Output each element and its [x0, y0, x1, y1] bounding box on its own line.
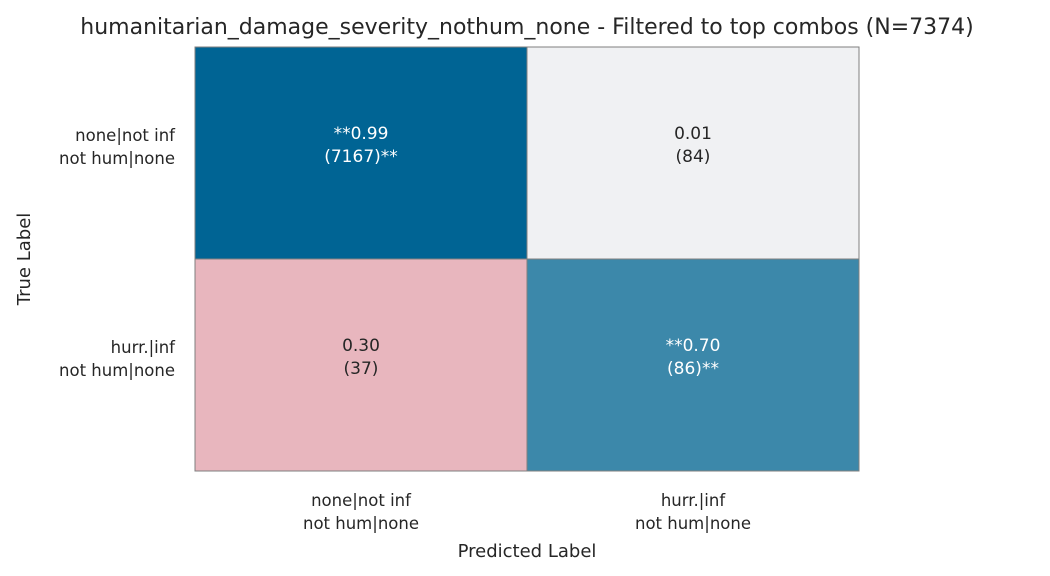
cell-count-label: (37): [344, 359, 379, 379]
cell-count-label: (7167)**: [324, 147, 398, 167]
y-tick-label: hurr.|inf: [111, 338, 177, 357]
cell-value-label: 0.01: [674, 124, 712, 144]
x-tick-label: not hum|none: [303, 514, 419, 533]
cell-value-label: 0.30: [342, 336, 380, 356]
cell-value-label: **0.99: [334, 124, 389, 144]
y-tick-labels: none|not inf not hum|none hurr.|inf not hum…: [59, 126, 176, 380]
y-axis-label: True Label: [14, 213, 35, 307]
x-tick-label: none|not inf: [311, 491, 412, 510]
y-tick-label: not hum|none: [59, 361, 175, 380]
heatmap-cell: [194, 258, 528, 472]
cell-count-label: (86)**: [667, 359, 719, 379]
x-tick-label: not hum|none: [635, 514, 751, 533]
y-tick-label: none|not inf: [75, 126, 176, 145]
y-tick-label: not hum|none: [59, 149, 175, 168]
chart-title: humanitarian_damage_severity_nothum_none…: [80, 15, 973, 40]
x-tick-label: hurr.|inf: [661, 491, 727, 510]
cell-value-label: **0.70: [666, 336, 721, 356]
heatmap-cells: **0.99 (7167)** 0.01 (84) 0.30 (37) **0.70 (86)…: [194, 46, 860, 472]
x-tick-labels: none|not inf not hum|none hurr.|inf not hum…: [303, 491, 751, 533]
heatmap-cell: [526, 46, 860, 260]
heatmap-cell: [194, 46, 528, 260]
x-axis-label: Predicted Label: [458, 541, 597, 562]
heatmap-cell: [526, 258, 860, 472]
cell-count-label: (84): [676, 147, 711, 167]
